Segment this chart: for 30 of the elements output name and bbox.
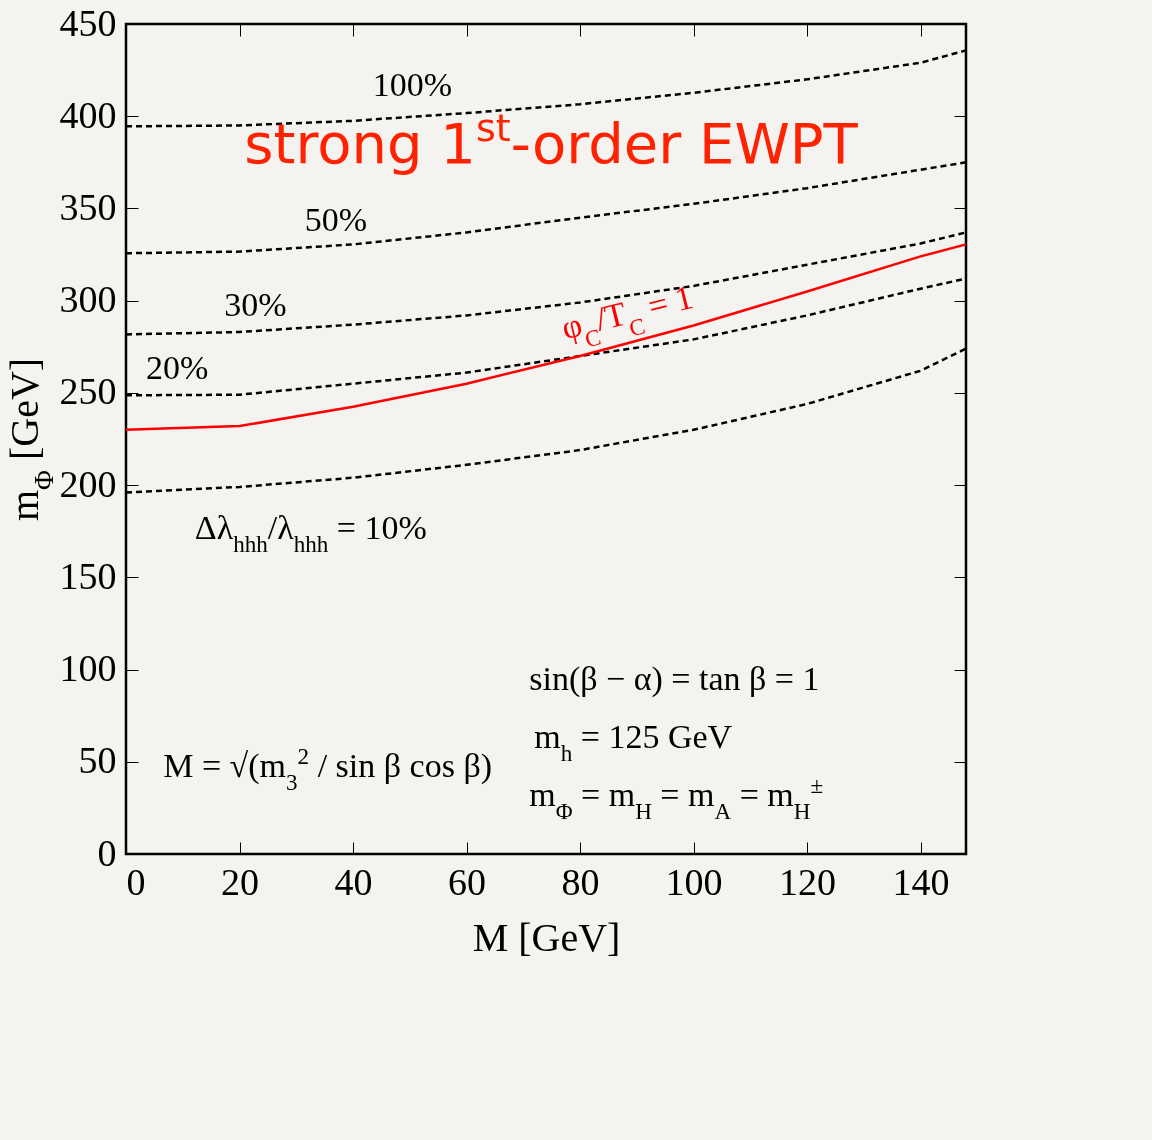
annotation: 30% (224, 286, 287, 324)
y-tick-label: 0 (97, 831, 117, 874)
x-tick-label: 20 (221, 860, 260, 903)
y-tick-label: 450 (59, 1, 117, 44)
y-tick-label: 400 (59, 93, 117, 136)
line-series (124, 243, 968, 432)
x-tick-label: 100 (665, 860, 723, 903)
x-tick-label: 120 (779, 860, 837, 903)
annotation: Δλ$_{hhh}$/λ$_{hhh}$ = 10% (194, 508, 427, 557)
y-tick-label: 150 (59, 554, 117, 597)
annotation: sin(β − α) = tan β = 1 (529, 659, 820, 698)
annotation: φ$_{C}$/T$_{C}$ = 1 (557, 278, 697, 353)
x-tick-label: 80 (561, 860, 600, 903)
annotation: M = √(m$_{3}$$^{2}$ / sin β cos β) (163, 742, 493, 795)
annotation: 20% (146, 349, 209, 387)
y-tick-label: 50 (78, 739, 117, 782)
y-tick-label: 200 (59, 462, 117, 505)
x-tick-label: 140 (892, 860, 950, 903)
annotation: 100% (372, 66, 453, 104)
x-axis-title: M [GeV] (472, 914, 621, 960)
annotation: 50% (304, 200, 368, 238)
x-tick-label: 40 (334, 860, 373, 903)
y-tick-label: 300 (59, 278, 117, 321)
y-tick-label: 250 (59, 370, 117, 413)
x-tick-label: 0 (126, 860, 146, 903)
annotation: m$_{h}$ = 125 GeV (534, 717, 733, 766)
annotation: strong 1$^{st}$-order EWPT (244, 106, 859, 177)
y-tick-label: 100 (59, 647, 117, 690)
x-tick-label: 60 (448, 860, 487, 903)
y-tick-label: 350 (59, 185, 117, 228)
